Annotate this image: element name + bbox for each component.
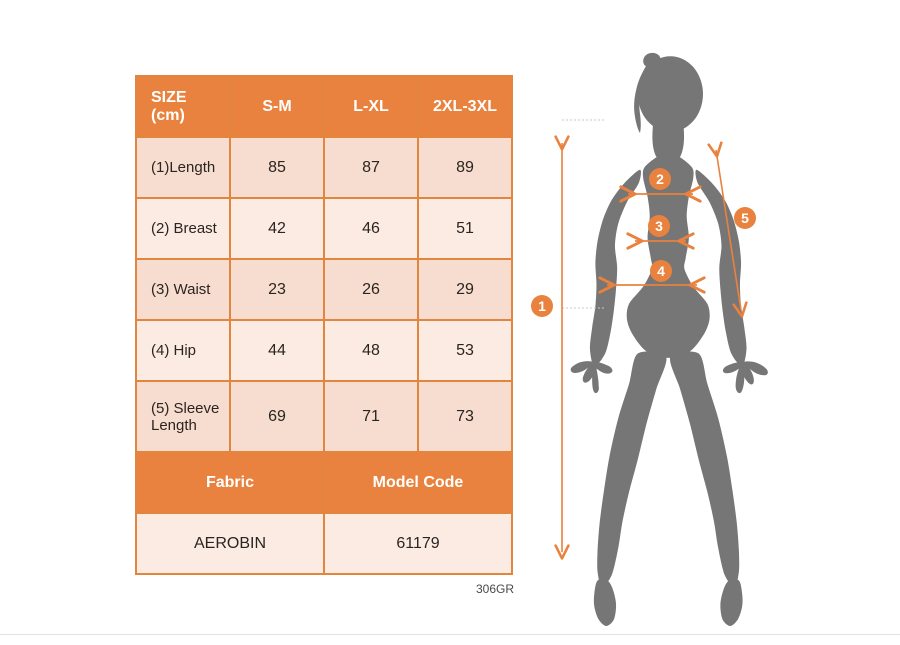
svg-text:2: 2 bbox=[656, 171, 664, 187]
svg-text:4: 4 bbox=[657, 263, 665, 279]
svg-text:5: 5 bbox=[741, 210, 749, 226]
svg-text:1: 1 bbox=[538, 298, 546, 314]
svg-text:3: 3 bbox=[655, 218, 663, 234]
